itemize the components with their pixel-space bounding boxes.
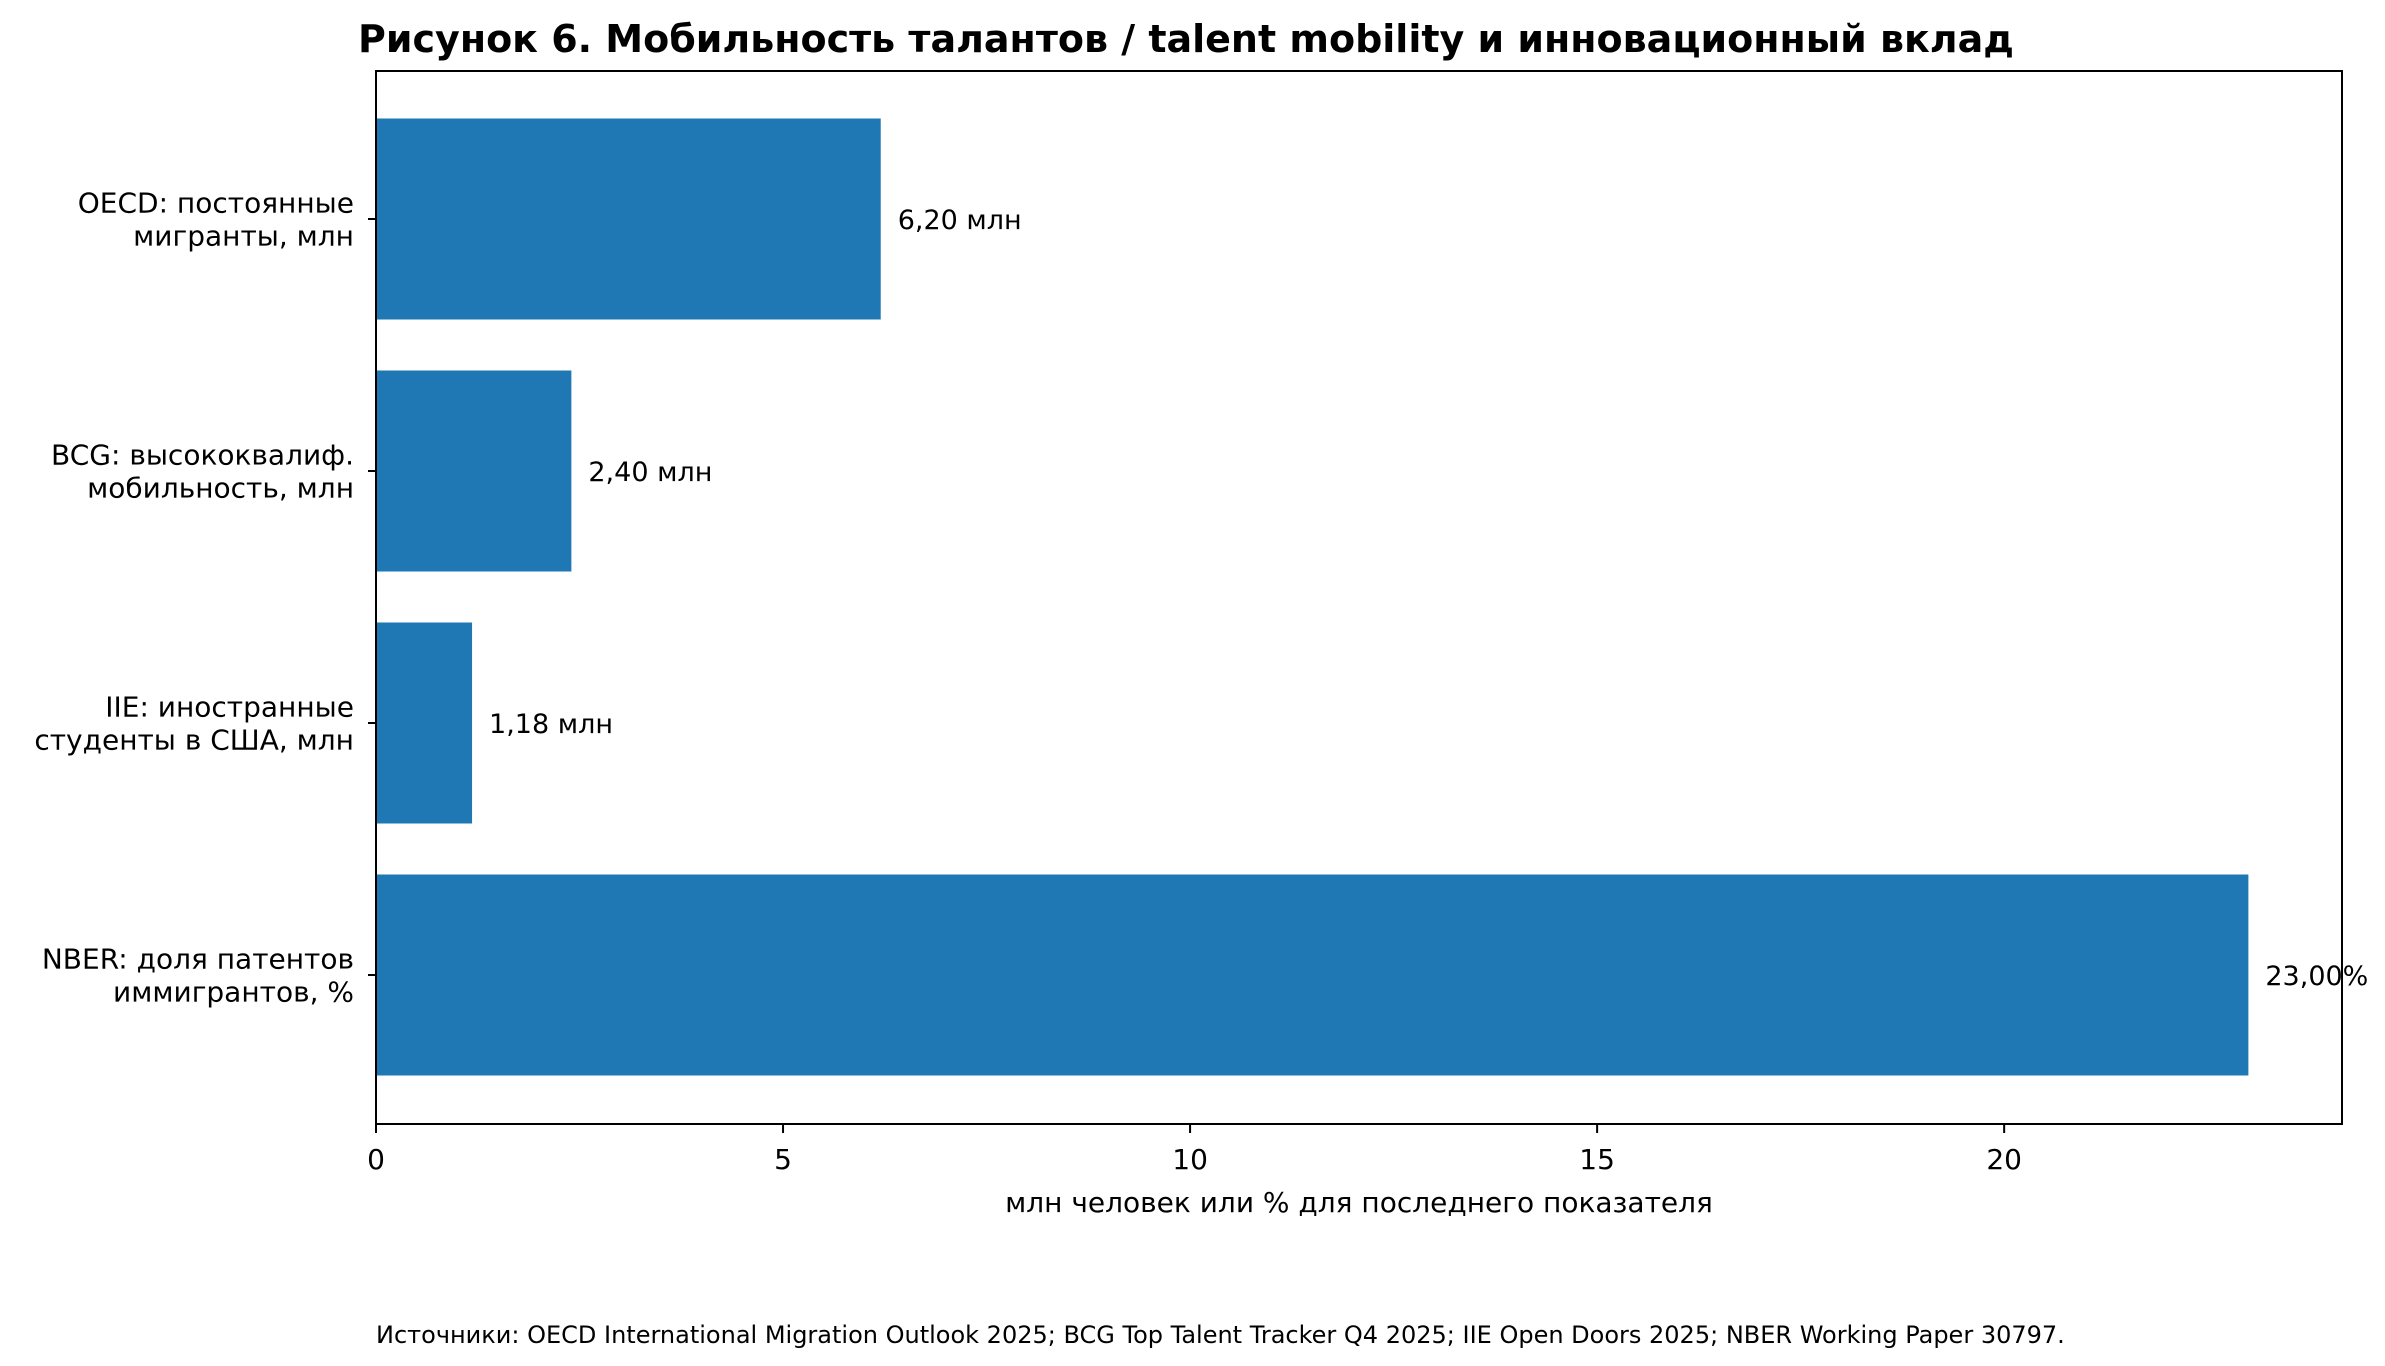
x-tick-label-10: 10: [1172, 1143, 1208, 1176]
y-tick-label-line: BCG: высококвалиф.: [51, 439, 354, 472]
bar-3: [376, 622, 473, 824]
x-axis-ticks: 0 5 10 15 20: [367, 1124, 2022, 1176]
plot-frame: [375, 70, 2343, 1125]
y-tick-label-1: OECD: постоянные мигранты, млн: [78, 187, 354, 253]
bar-2: [376, 370, 572, 572]
data-label-3: 1,18 млн: [489, 709, 613, 740]
data-label-1: 6,20 млн: [898, 205, 1022, 236]
y-tick-label-line: студенты в США, млн: [34, 724, 354, 757]
bars-layer: [376, 118, 2249, 1076]
data-label-4: 23,00%: [2265, 961, 2368, 992]
x-tick-label-20: 20: [1986, 1143, 2022, 1176]
y-tick-label-line: мигранты, млн: [133, 220, 354, 253]
y-tick-labels: OECD: постоянные мигранты, млн BCG: высоко…: [34, 187, 376, 1009]
x-tick-label-0: 0: [367, 1143, 385, 1176]
data-label-2: 2,40 млн: [588, 457, 712, 488]
y-tick-label-line: IIE: иностранные: [105, 691, 354, 724]
y-tick-label-2: BCG: высококвалиф. мобильность, млн: [51, 439, 354, 505]
bar-4: [376, 874, 2249, 1076]
y-tick-label-line: иммигрантов, %: [113, 976, 354, 1009]
y-tick-label-line: мобильность, млн: [87, 472, 354, 505]
x-axis-label: млн человек или % для последнего показат…: [1005, 1186, 1713, 1219]
data-labels: 6,20 млн 2,40 млн 1,18 млн 23,00%: [489, 205, 2368, 992]
y-tick-label-3: IIE: иностранные студенты в США, млн: [34, 691, 354, 757]
y-tick-label-4: NBER: доля патентов иммигрантов, %: [42, 943, 354, 1009]
x-tick-label-15: 15: [1579, 1143, 1615, 1176]
source-footnote: Источники: OECD International Migration …: [376, 1321, 2065, 1349]
chart-title: Рисунок 6. Мобильность талантов / talent…: [358, 17, 2014, 61]
y-tick-label-line: OECD: постоянные: [78, 187, 354, 220]
x-tick-label-5: 5: [774, 1143, 792, 1176]
bar-1: [376, 118, 881, 320]
y-tick-label-line: NBER: доля патентов: [42, 943, 354, 976]
